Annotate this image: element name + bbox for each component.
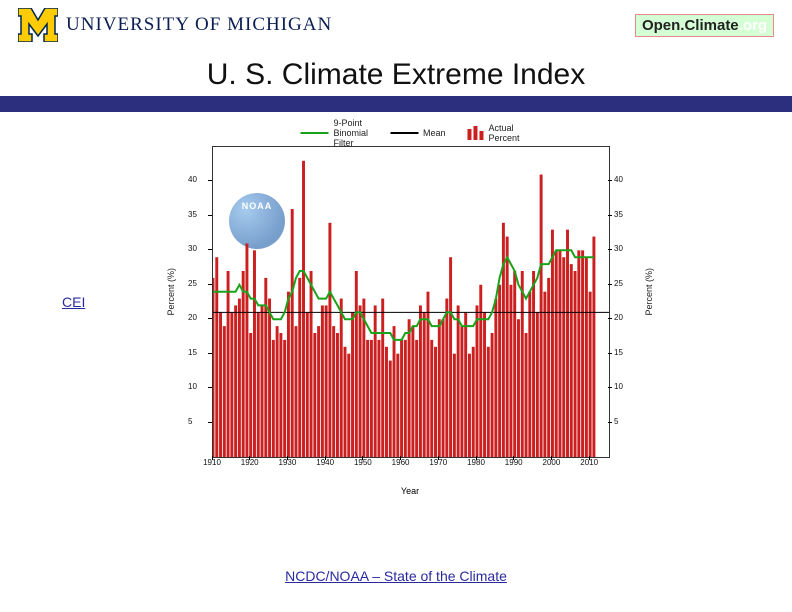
openclimate-badge: Open.Climate.org [635, 14, 774, 37]
legend-actual: Actual Percent [468, 123, 520, 143]
x-axis-label: Year [401, 486, 419, 496]
page-title: U. S. Climate Extreme Index [207, 58, 585, 91]
umich-logo: UNIVERSITY OF MICHIGAN [18, 8, 332, 42]
legend-mean: Mean [390, 128, 446, 138]
chart-legend: 9-Point Binomial Filter Mean Actual Perc… [300, 118, 519, 148]
purple-divider [0, 96, 792, 112]
plot-svg [213, 147, 609, 457]
umich-wordmark: UNIVERSITY OF MICHIGAN [66, 14, 332, 36]
plot-area: NOAA [212, 146, 610, 458]
block-m-icon [18, 8, 58, 42]
cei-link[interactable]: CEI [62, 294, 85, 310]
y-axis-right-label: Percent (%) [644, 268, 654, 316]
footer-link[interactable]: NCDC/NOAA – State of the Climate [285, 568, 507, 584]
y-axis-left-label: Percent (%) [166, 268, 176, 316]
body: CEI 9-Point Binomial Filter Mean Actual … [0, 112, 792, 552]
title-wrap: U. S. Climate Extreme Index [0, 58, 792, 92]
chart: 9-Point Binomial Filter Mean Actual Perc… [160, 118, 660, 498]
legend-filter: 9-Point Binomial Filter [300, 118, 368, 148]
header: UNIVERSITY OF MICHIGAN Open.Climate.org [0, 0, 792, 46]
